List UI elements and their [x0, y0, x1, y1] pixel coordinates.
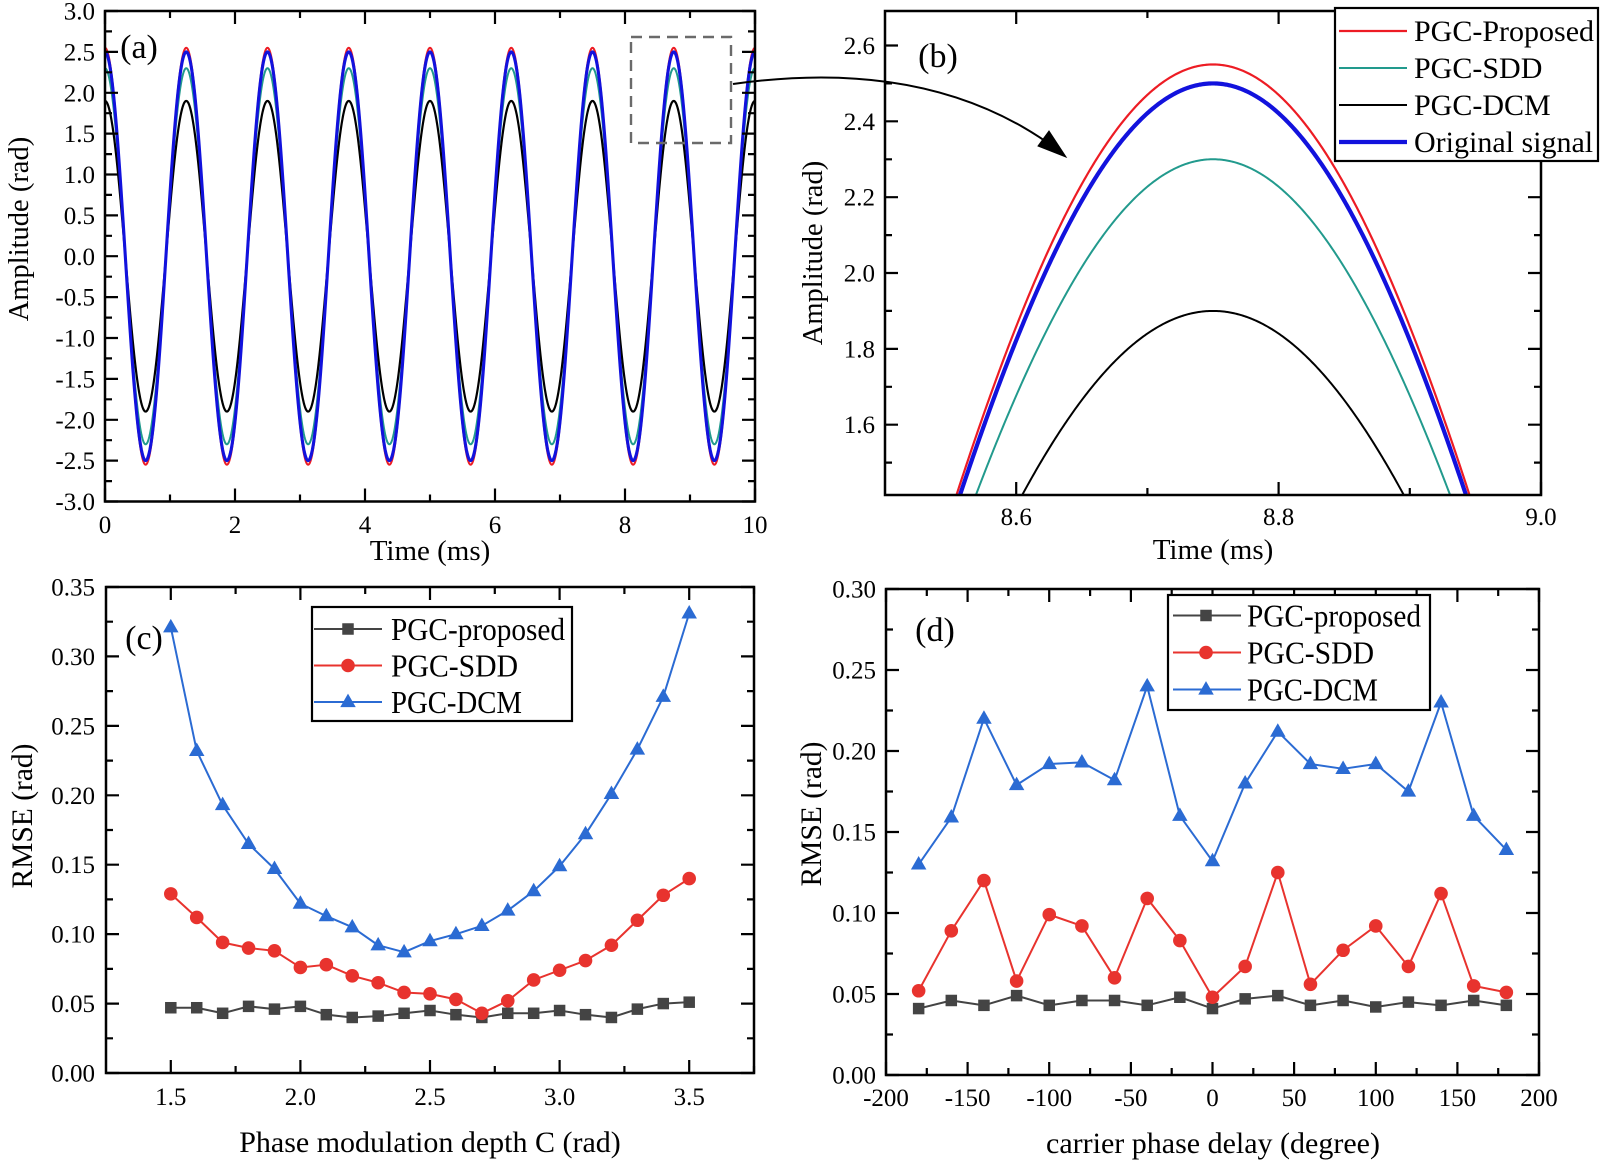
svg-text:Amplitude (rad): Amplitude (rad): [4, 137, 35, 321]
svg-text:(b): (b): [918, 38, 958, 75]
svg-text:PGC-DCM: PGC-DCM: [391, 684, 522, 720]
svg-text:2.6: 2.6: [844, 33, 875, 60]
svg-text:(c): (c): [125, 620, 163, 657]
svg-text:Amplitude (rad): Amplitude (rad): [798, 161, 829, 345]
svg-text:2.0: 2.0: [844, 261, 875, 288]
svg-text:PGC-SDD: PGC-SDD: [391, 648, 518, 684]
svg-text:Phase modulation depth C (rad): Phase modulation depth C (rad): [239, 1126, 621, 1159]
svg-text:-150: -150: [945, 1085, 991, 1112]
svg-text:PGC-SDD: PGC-SDD: [1414, 52, 1542, 85]
svg-text:8.6: 8.6: [1001, 504, 1032, 531]
svg-text:0.20: 0.20: [51, 783, 95, 810]
svg-text:-100: -100: [1026, 1085, 1072, 1112]
svg-text:6: 6: [489, 512, 502, 539]
svg-text:0.30: 0.30: [51, 644, 95, 671]
svg-text:1.5: 1.5: [64, 121, 95, 148]
svg-text:150: 150: [1439, 1085, 1477, 1112]
svg-text:0.5: 0.5: [64, 203, 95, 230]
svg-text:0.10: 0.10: [832, 901, 876, 928]
svg-text:PGC-proposed: PGC-proposed: [1247, 598, 1421, 634]
svg-text:RMSE (rad): RMSE (rad): [7, 743, 39, 888]
svg-text:-2.5: -2.5: [55, 448, 95, 475]
svg-text:0.25: 0.25: [832, 658, 876, 685]
svg-text:PGC-DCM: PGC-DCM: [1414, 89, 1551, 122]
svg-text:-1.5: -1.5: [55, 366, 95, 393]
svg-text:-0.5: -0.5: [55, 285, 95, 312]
svg-text:-50: -50: [1114, 1085, 1147, 1112]
svg-text:-1.0: -1.0: [55, 326, 95, 353]
svg-text:9.0: 9.0: [1525, 504, 1556, 531]
svg-text:1.0: 1.0: [64, 162, 95, 189]
svg-text:2.0: 2.0: [64, 80, 95, 107]
svg-text:-3.0: -3.0: [55, 489, 95, 516]
svg-text:8: 8: [619, 512, 632, 539]
svg-text:50: 50: [1282, 1085, 1307, 1112]
svg-text:(d): (d): [915, 612, 955, 649]
svg-text:PGC-SDD: PGC-SDD: [1247, 635, 1374, 671]
svg-text:2.2: 2.2: [844, 185, 875, 212]
svg-text:0.10: 0.10: [51, 922, 95, 949]
svg-text:3.5: 3.5: [674, 1084, 705, 1111]
svg-text:-2.0: -2.0: [55, 407, 95, 434]
svg-text:3.0: 3.0: [64, 0, 95, 26]
svg-text:3.0: 3.0: [544, 1084, 575, 1111]
svg-text:0: 0: [99, 512, 112, 539]
svg-text:100: 100: [1357, 1085, 1395, 1112]
svg-text:0.0: 0.0: [64, 244, 95, 271]
svg-text:0.00: 0.00: [832, 1063, 876, 1090]
svg-text:2.5: 2.5: [414, 1084, 445, 1111]
svg-text:(a): (a): [120, 29, 158, 66]
svg-text:2.4: 2.4: [844, 109, 876, 136]
svg-text:1.8: 1.8: [844, 336, 875, 363]
svg-text:1.6: 1.6: [844, 412, 875, 439]
svg-text:0.15: 0.15: [832, 820, 876, 847]
svg-text:-200: -200: [863, 1085, 909, 1112]
svg-text:PGC-proposed: PGC-proposed: [391, 611, 565, 647]
svg-text:carrier phase delay (degree): carrier phase delay (degree): [1046, 1127, 1380, 1160]
svg-text:2.5: 2.5: [64, 39, 95, 66]
svg-text:10: 10: [743, 512, 768, 539]
svg-text:0.05: 0.05: [51, 991, 95, 1018]
svg-text:0.00: 0.00: [51, 1061, 95, 1088]
svg-text:Original signal: Original signal: [1414, 126, 1593, 159]
svg-text:0.25: 0.25: [51, 713, 95, 740]
svg-text:200: 200: [1520, 1085, 1558, 1112]
svg-text:0.15: 0.15: [51, 852, 95, 879]
svg-text:2: 2: [229, 512, 242, 539]
svg-text:0.30: 0.30: [832, 577, 876, 604]
svg-text:2.0: 2.0: [285, 1084, 316, 1111]
svg-text:8.8: 8.8: [1263, 504, 1294, 531]
svg-text:Time (ms): Time (ms): [1153, 534, 1274, 566]
svg-text:1.5: 1.5: [155, 1084, 186, 1111]
svg-text:PGC-DCM: PGC-DCM: [1247, 672, 1378, 708]
svg-text:0.35: 0.35: [51, 575, 95, 602]
svg-text:0: 0: [1206, 1085, 1219, 1112]
svg-text:RMSE (rad): RMSE (rad): [796, 741, 828, 886]
svg-text:0.05: 0.05: [832, 982, 876, 1009]
svg-text:4: 4: [359, 512, 372, 539]
svg-text:PGC-Proposed: PGC-Proposed: [1414, 15, 1594, 48]
svg-text:Time (ms): Time (ms): [370, 535, 491, 567]
svg-text:0.20: 0.20: [832, 739, 876, 766]
